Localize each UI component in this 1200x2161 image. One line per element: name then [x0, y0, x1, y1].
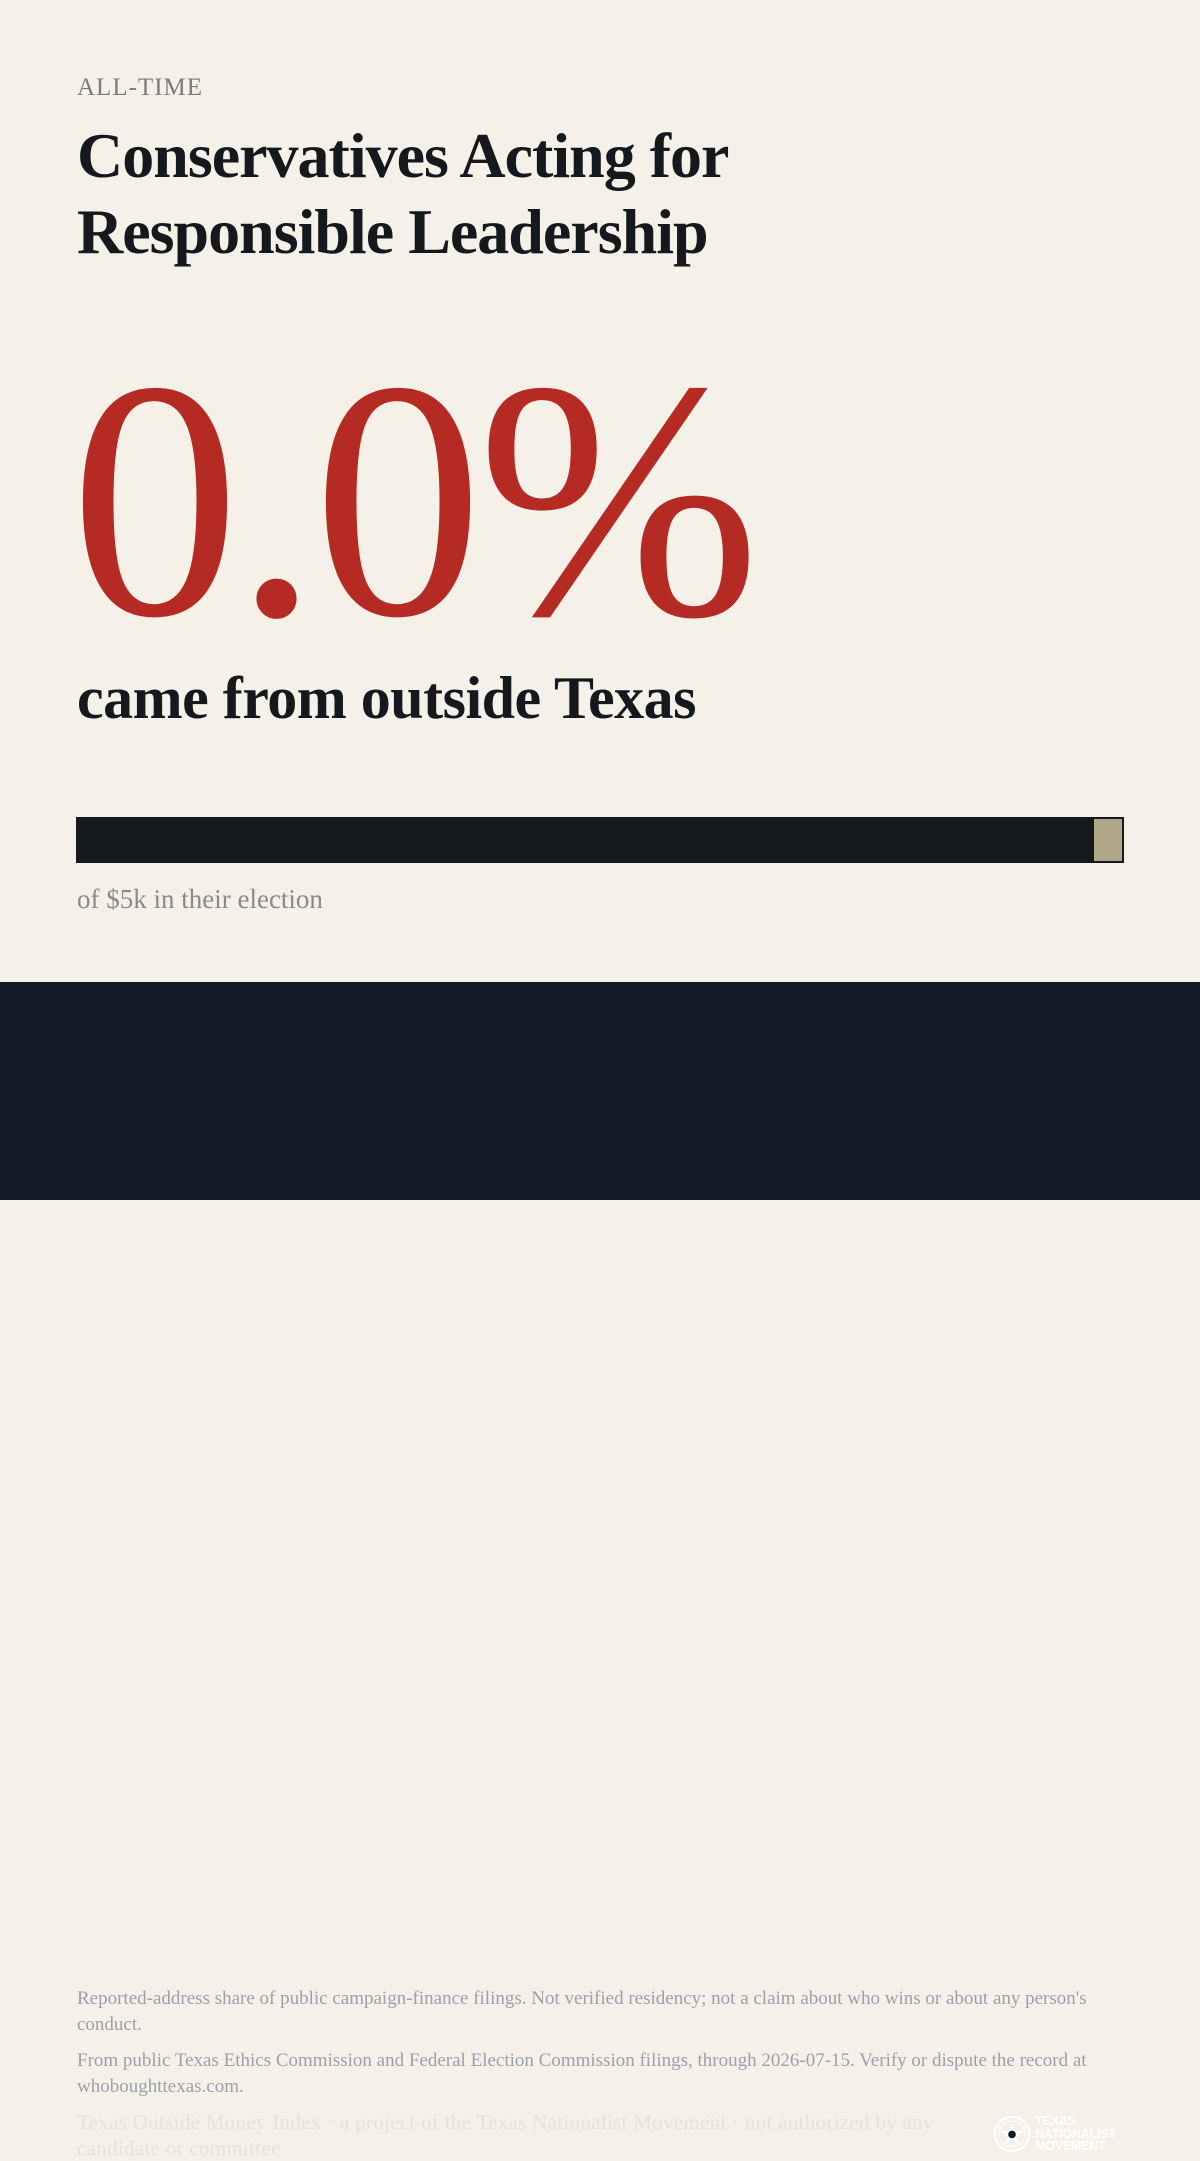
- logo-line-2: NATIONALIST: [1035, 2126, 1116, 2141]
- logo-line-3: MOVEMENT: [1035, 2139, 1106, 2154]
- logo-line-1: TEXAS: [1035, 2114, 1076, 2129]
- footer: Reported-address share of public campaig…: [0, 982, 1200, 2160]
- star-seal-icon: [993, 2115, 1031, 2153]
- committee-title: Conservatives Acting for Responsible Lea…: [77, 120, 728, 267]
- tnm-logo: TEXAS NATIONALIST MOVEMENT: [993, 2113, 1133, 2155]
- source-text: From public Texas Ethics Commission and …: [77, 2050, 1087, 2097]
- share-bar-inside: [78, 819, 1094, 861]
- time-range-label: ALL-TIME: [77, 74, 204, 101]
- outside-share-value: 0.0%: [70, 311, 760, 688]
- share-bar: [76, 817, 1124, 863]
- logo-wordmark: TEXAS NATIONALIST MOVEMENT: [1035, 2115, 1116, 2153]
- credit-text: Texas Outside Money Index · a project of…: [77, 2110, 934, 2160]
- card-body: ALL-TIME Conservatives Acting for Respon…: [0, 0, 1200, 982]
- disclaimer-text: Reported-address share of public campaig…: [77, 1988, 1087, 2035]
- bar-caption: of $5k in their election: [77, 884, 323, 914]
- share-bar-outside: [1094, 819, 1122, 861]
- outside-share-subtitle: came from outside Texas: [77, 665, 697, 731]
